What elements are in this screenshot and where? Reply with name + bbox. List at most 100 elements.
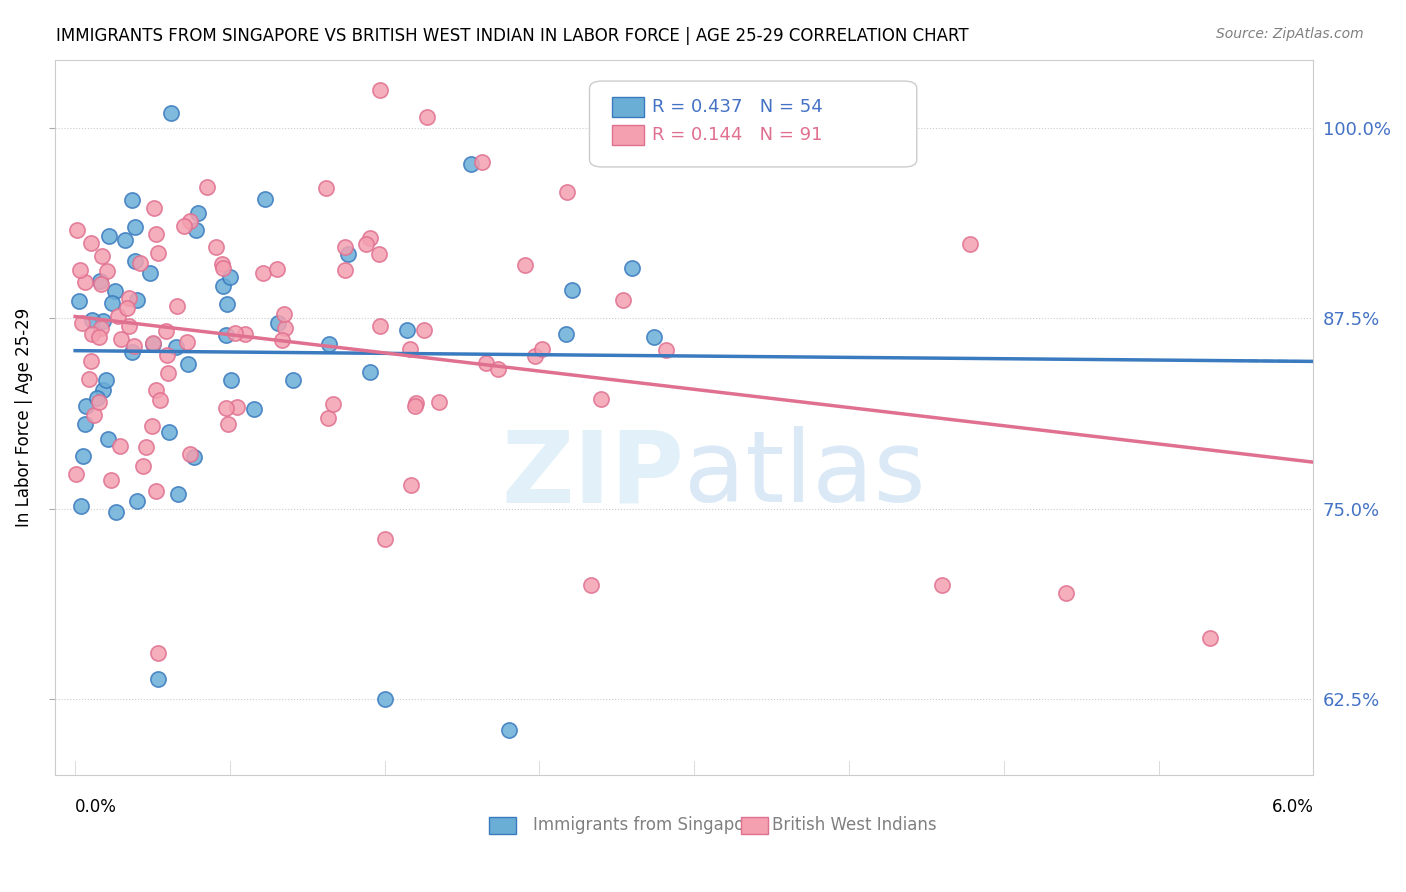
FancyBboxPatch shape — [589, 81, 917, 167]
Point — [561, 283, 583, 297]
Point — [179, 447, 201, 461]
Point — [555, 326, 578, 341]
Point — [69, 263, 91, 277]
Point — [579, 578, 602, 592]
Point — [142, 335, 165, 350]
Point — [252, 266, 274, 280]
Point — [135, 440, 157, 454]
Point — [139, 266, 162, 280]
Point — [103, 284, 125, 298]
Point — [416, 111, 439, 125]
Point — [218, 269, 240, 284]
Point — [412, 323, 434, 337]
Point — [67, 293, 90, 308]
Point — [195, 179, 218, 194]
Point — [271, 333, 294, 347]
Text: 6.0%: 6.0% — [1271, 798, 1313, 816]
Point — [374, 692, 396, 706]
Point — [368, 246, 391, 260]
Point — [114, 233, 136, 247]
Point — [77, 372, 100, 386]
Point — [215, 328, 238, 343]
Text: Source: ZipAtlas.com: Source: ZipAtlas.com — [1216, 27, 1364, 41]
Point — [488, 362, 510, 376]
Point — [142, 337, 165, 351]
Point — [273, 321, 295, 335]
Point — [336, 246, 359, 260]
Text: atlas: atlas — [683, 426, 925, 524]
Point — [221, 373, 243, 387]
Point — [404, 399, 426, 413]
Point — [117, 292, 139, 306]
Text: R = 0.437   N = 54: R = 0.437 N = 54 — [652, 98, 823, 116]
Point — [643, 330, 665, 344]
Point — [318, 411, 340, 425]
Point — [398, 342, 420, 356]
Point — [165, 340, 187, 354]
Point — [87, 394, 110, 409]
Point — [211, 257, 233, 271]
Point — [90, 250, 112, 264]
Point — [90, 321, 112, 335]
Point — [72, 449, 94, 463]
Text: R = 0.144   N = 91: R = 0.144 N = 91 — [652, 127, 823, 145]
Point — [460, 157, 482, 171]
Bar — [741, 817, 768, 834]
Point — [370, 83, 392, 97]
Point — [89, 274, 111, 288]
Text: 0.0%: 0.0% — [75, 798, 117, 816]
Point — [80, 235, 103, 250]
Text: British West Indians: British West Indians — [772, 816, 936, 834]
Point — [396, 323, 419, 337]
Point — [65, 467, 87, 481]
Point — [125, 494, 148, 508]
Point — [655, 343, 678, 358]
Point — [224, 326, 246, 340]
Point — [157, 425, 180, 439]
Bar — [612, 126, 644, 145]
Point — [145, 227, 167, 241]
Point — [405, 396, 427, 410]
Point — [333, 240, 356, 254]
Point — [243, 402, 266, 417]
Point — [176, 334, 198, 349]
Point — [145, 484, 167, 499]
Point — [90, 277, 112, 291]
Point — [931, 578, 953, 592]
Point — [129, 256, 152, 270]
Point — [149, 392, 172, 407]
Point — [1199, 632, 1222, 646]
Point — [1054, 585, 1077, 599]
Point — [91, 314, 114, 328]
Point — [359, 231, 381, 245]
Point — [474, 356, 496, 370]
Point — [515, 258, 537, 272]
Point — [101, 296, 124, 310]
Point — [281, 373, 304, 387]
Point — [146, 673, 169, 687]
Point — [173, 219, 195, 234]
Point — [315, 181, 337, 195]
Point — [100, 473, 122, 487]
Point — [73, 417, 96, 431]
Point — [146, 246, 169, 260]
Point — [96, 264, 118, 278]
Point — [91, 383, 114, 397]
Point — [204, 240, 226, 254]
Point — [959, 237, 981, 252]
Point — [124, 338, 146, 352]
Point — [591, 392, 613, 407]
Point — [354, 237, 377, 252]
Point — [524, 349, 547, 363]
Point — [73, 275, 96, 289]
Point — [97, 433, 120, 447]
Point — [80, 354, 103, 368]
Point — [146, 647, 169, 661]
Point — [155, 325, 177, 339]
Point — [183, 450, 205, 465]
Point — [254, 192, 277, 206]
Point — [217, 417, 239, 432]
Point — [273, 307, 295, 321]
Point — [118, 319, 141, 334]
Point — [612, 293, 634, 307]
